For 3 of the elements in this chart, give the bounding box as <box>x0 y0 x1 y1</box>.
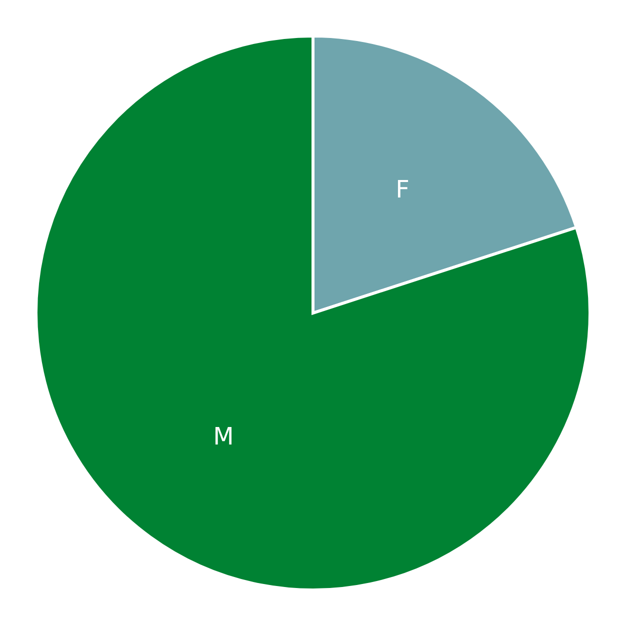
pie-slice <box>34 34 592 592</box>
slice-label: M <box>213 422 234 450</box>
slice-label: F <box>396 176 410 204</box>
